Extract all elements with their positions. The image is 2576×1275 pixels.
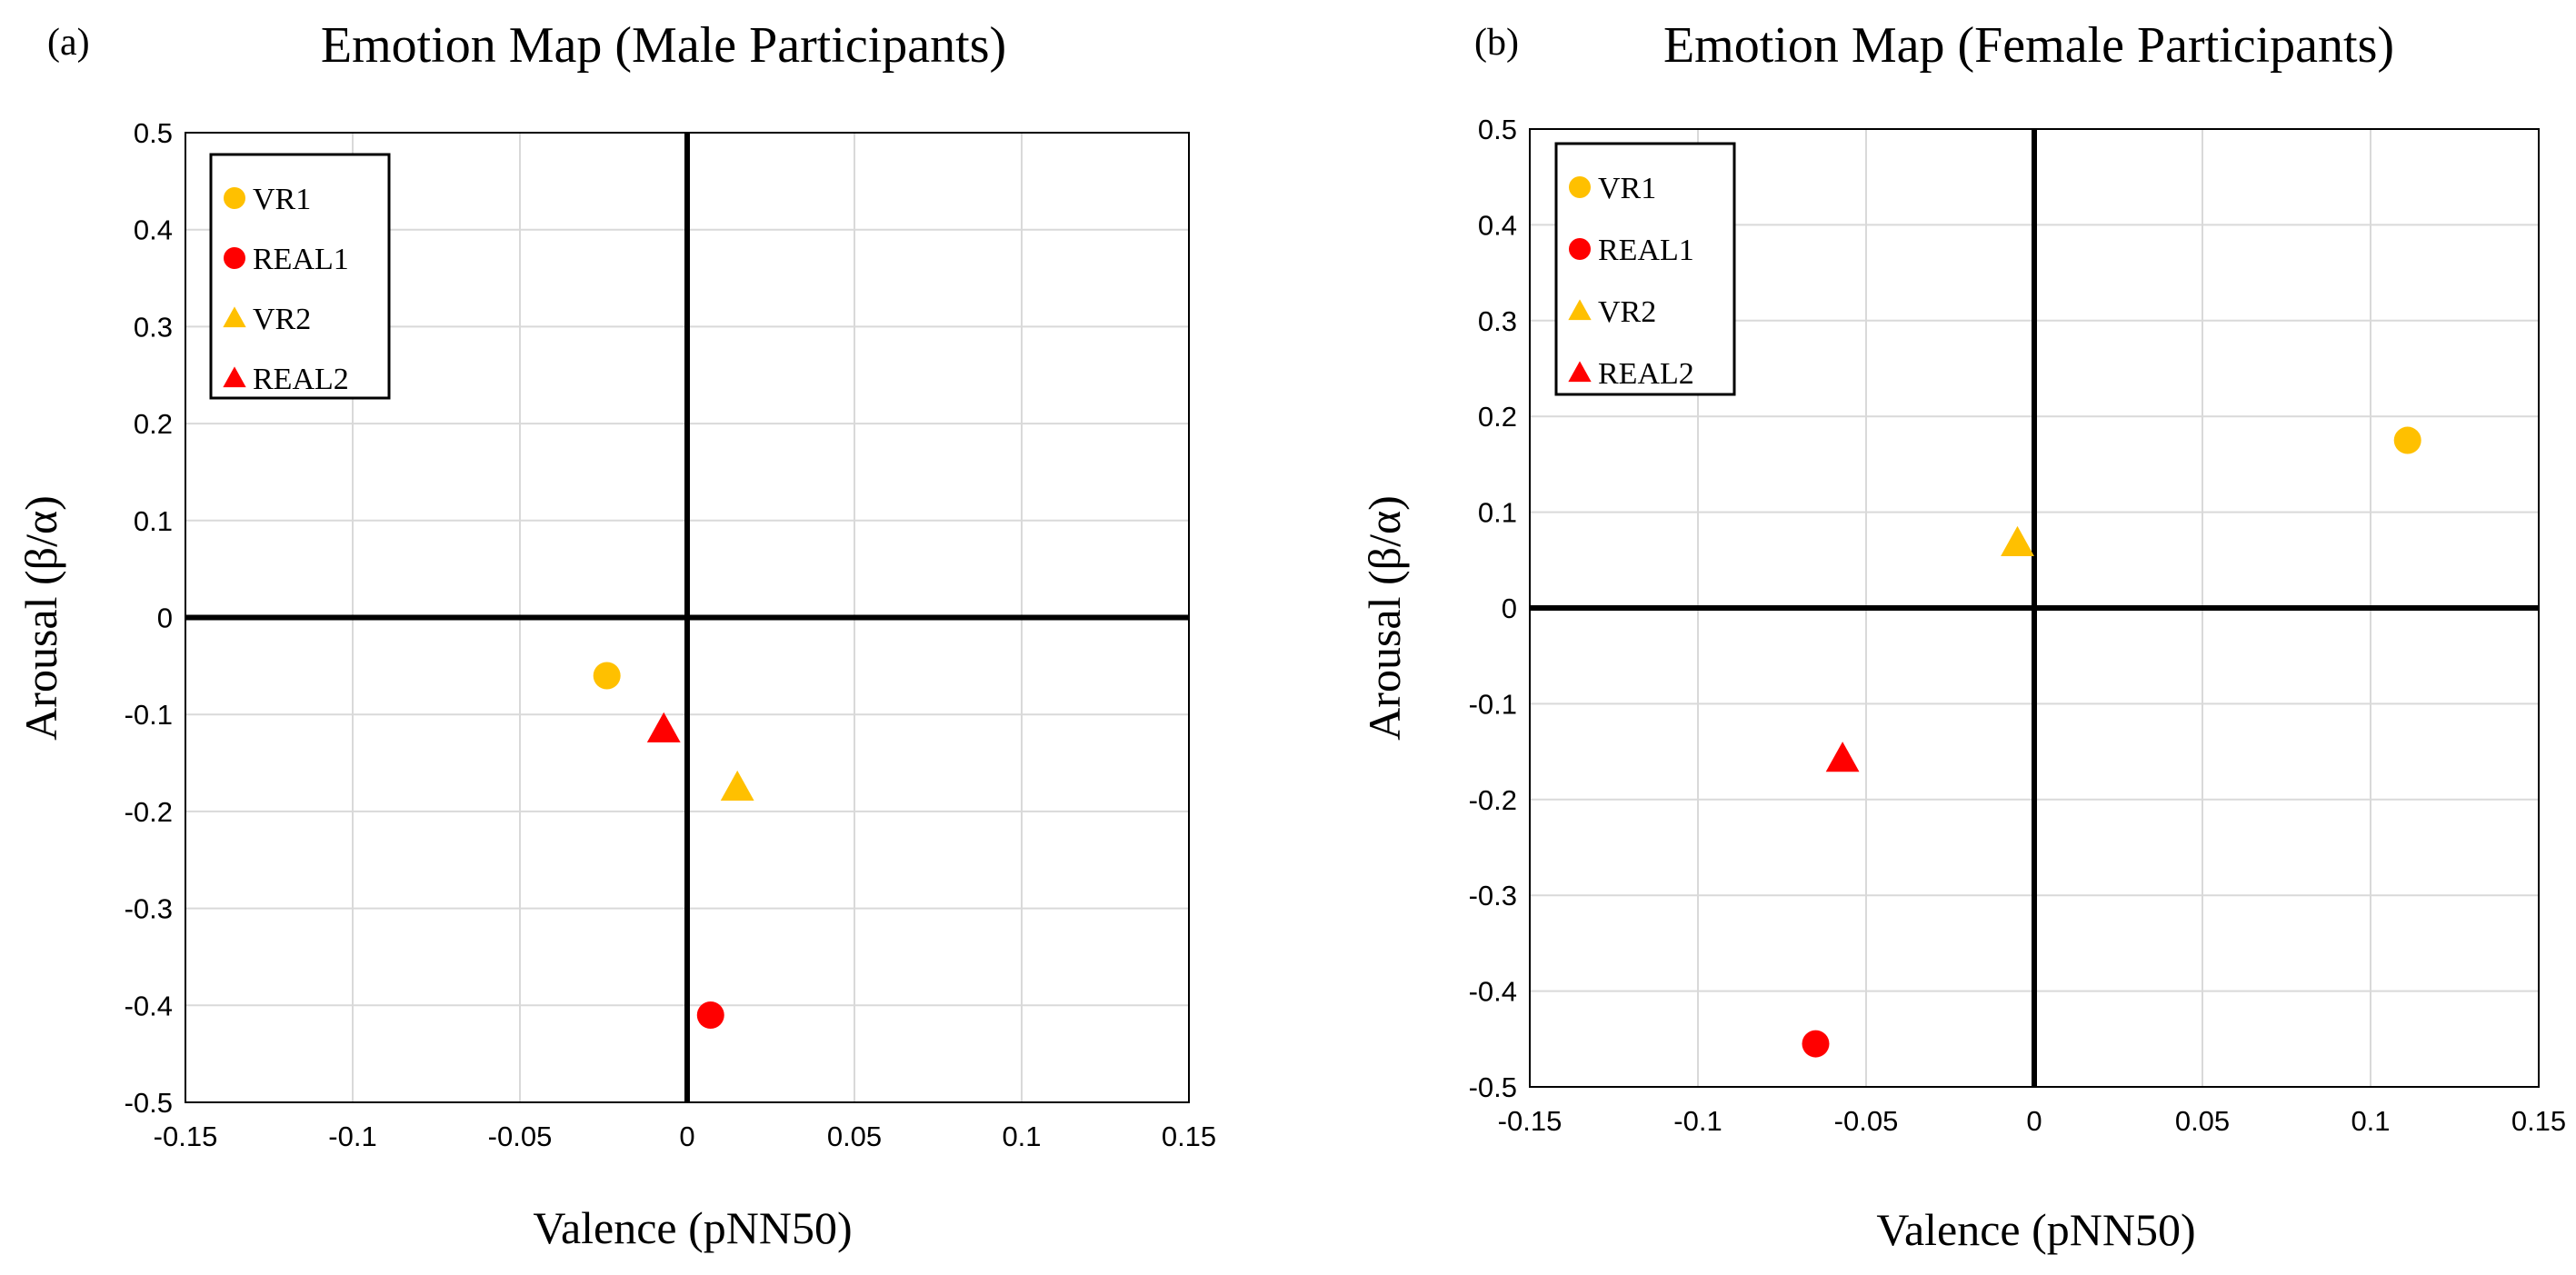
y-tick-label: -0.2 xyxy=(1469,784,1517,816)
x-tick-label: -0.05 xyxy=(1834,1105,1899,1137)
x-tick-label: 0.05 xyxy=(2175,1105,2230,1137)
data-points xyxy=(1802,426,2421,1058)
x-axis-title: Valence (pNN50) xyxy=(533,1202,852,1253)
legend-label: VR1 xyxy=(1598,172,1656,205)
legend-marker-vr2 xyxy=(223,306,246,328)
x-tick-label: 0 xyxy=(679,1121,694,1152)
legend: VR1 REAL1 VR2 REAL2 xyxy=(1554,142,1736,396)
data-point-real1 xyxy=(696,1001,724,1029)
y-tick-label: -0.4 xyxy=(1469,976,1517,1008)
x-tick-label: -0.15 xyxy=(154,1121,218,1152)
y-tick-labels: 0.5 0.4 0.3 0.2 0.1 0 -0.1 -0.2 -0.3 -0.4 -0.5 xyxy=(1469,114,1517,1103)
y-tick-label: 0 xyxy=(1502,593,1517,624)
legend-label: REAL2 xyxy=(1598,357,1694,391)
panel-label: (b) xyxy=(1474,22,1519,64)
data-point-vr1 xyxy=(2393,426,2421,454)
data-points xyxy=(593,662,754,1029)
x-tick-label: 0.15 xyxy=(2511,1105,2566,1137)
y-tick-label: 0.2 xyxy=(134,408,173,440)
data-point-vr2 xyxy=(720,770,754,801)
y-tick-label: 0.1 xyxy=(134,505,173,537)
x-tick-labels: -0.15 -0.1 -0.05 0 0.05 0.1 0.15 xyxy=(154,1121,1217,1152)
y-tick-label: 0.2 xyxy=(1478,401,1517,433)
y-axis-title: Arousal (β/α) xyxy=(1359,495,1410,741)
y-tick-label: 0.1 xyxy=(1478,497,1517,529)
legend-label: REAL1 xyxy=(1598,234,1694,267)
y-tick-label: -0.3 xyxy=(1469,880,1517,911)
x-tick-label: 0.15 xyxy=(1162,1121,1216,1152)
x-tick-label: 0.05 xyxy=(827,1121,882,1152)
y-tick-label: -0.1 xyxy=(125,699,173,731)
legend-marker-vr1 xyxy=(224,187,245,209)
data-point-real1 xyxy=(1802,1030,1830,1058)
x-tick-label: 0 xyxy=(2026,1105,2042,1137)
x-axis-title: Valence (pNN50) xyxy=(1876,1204,2195,1255)
chart-panel-male: (a) Emotion Map (Male Participants) -0.1… xyxy=(15,17,1216,1253)
y-tick-label: -0.3 xyxy=(125,893,173,925)
legend-marker-real2 xyxy=(223,366,246,388)
x-tick-label: 0.1 xyxy=(2351,1105,2390,1137)
legend-label: VR1 xyxy=(253,183,311,216)
legend: VR1 REAL1 VR2 REAL2 xyxy=(209,153,391,400)
legend-label: VR2 xyxy=(253,303,311,336)
x-tick-label: -0.05 xyxy=(488,1121,553,1152)
y-tick-label: 0.5 xyxy=(1478,114,1517,145)
y-tick-label: 0.4 xyxy=(1478,209,1517,241)
y-tick-label: -0.2 xyxy=(125,796,173,828)
panel-label: (a) xyxy=(47,22,90,64)
chart-panel-female: (b) Emotion Map (Female Participants) -0… xyxy=(1359,17,2566,1255)
x-tick-label: -0.1 xyxy=(328,1121,376,1152)
y-axis-title: Arousal (β/α) xyxy=(15,495,66,741)
y-tick-label: -0.5 xyxy=(125,1087,173,1119)
y-tick-label: -0.4 xyxy=(125,990,173,1021)
legend-marker-vr1 xyxy=(1569,176,1591,198)
y-tick-label: 0 xyxy=(157,603,173,634)
chart-title: Emotion Map (Female Participants) xyxy=(1663,17,2394,74)
legend-label: REAL2 xyxy=(253,363,349,396)
x-tick-label: -0.1 xyxy=(1673,1105,1722,1137)
x-tick-labels: -0.15 -0.1 -0.05 0 0.05 0.1 0.15 xyxy=(1498,1105,2567,1137)
legend-marker-vr2 xyxy=(1568,299,1592,321)
data-point-vr1 xyxy=(593,662,621,690)
data-point-real2 xyxy=(646,712,681,742)
x-tick-label: -0.15 xyxy=(1498,1105,1563,1137)
y-tick-label: 0.3 xyxy=(134,311,173,343)
chart-title: Emotion Map (Male Participants) xyxy=(321,17,1006,74)
y-tick-label: -0.5 xyxy=(1469,1071,1517,1103)
legend-marker-real1 xyxy=(224,247,245,269)
x-tick-label: 0.1 xyxy=(1002,1121,1041,1152)
data-point-vr2 xyxy=(2001,525,2034,557)
legend-label: VR2 xyxy=(1598,295,1656,329)
y-tick-label: 0.5 xyxy=(134,117,173,149)
y-tick-label: 0.4 xyxy=(134,214,173,246)
y-tick-label: -0.1 xyxy=(1469,688,1517,720)
legend-marker-real2 xyxy=(1568,361,1592,383)
legend-label: REAL1 xyxy=(253,243,349,276)
y-tick-labels: 0.5 0.4 0.3 0.2 0.1 0 -0.1 -0.2 -0.3 -0.4 -0.5 xyxy=(125,117,173,1119)
legend-marker-real1 xyxy=(1569,238,1591,260)
y-tick-label: 0.3 xyxy=(1478,305,1517,337)
data-point-real2 xyxy=(1825,742,1860,772)
